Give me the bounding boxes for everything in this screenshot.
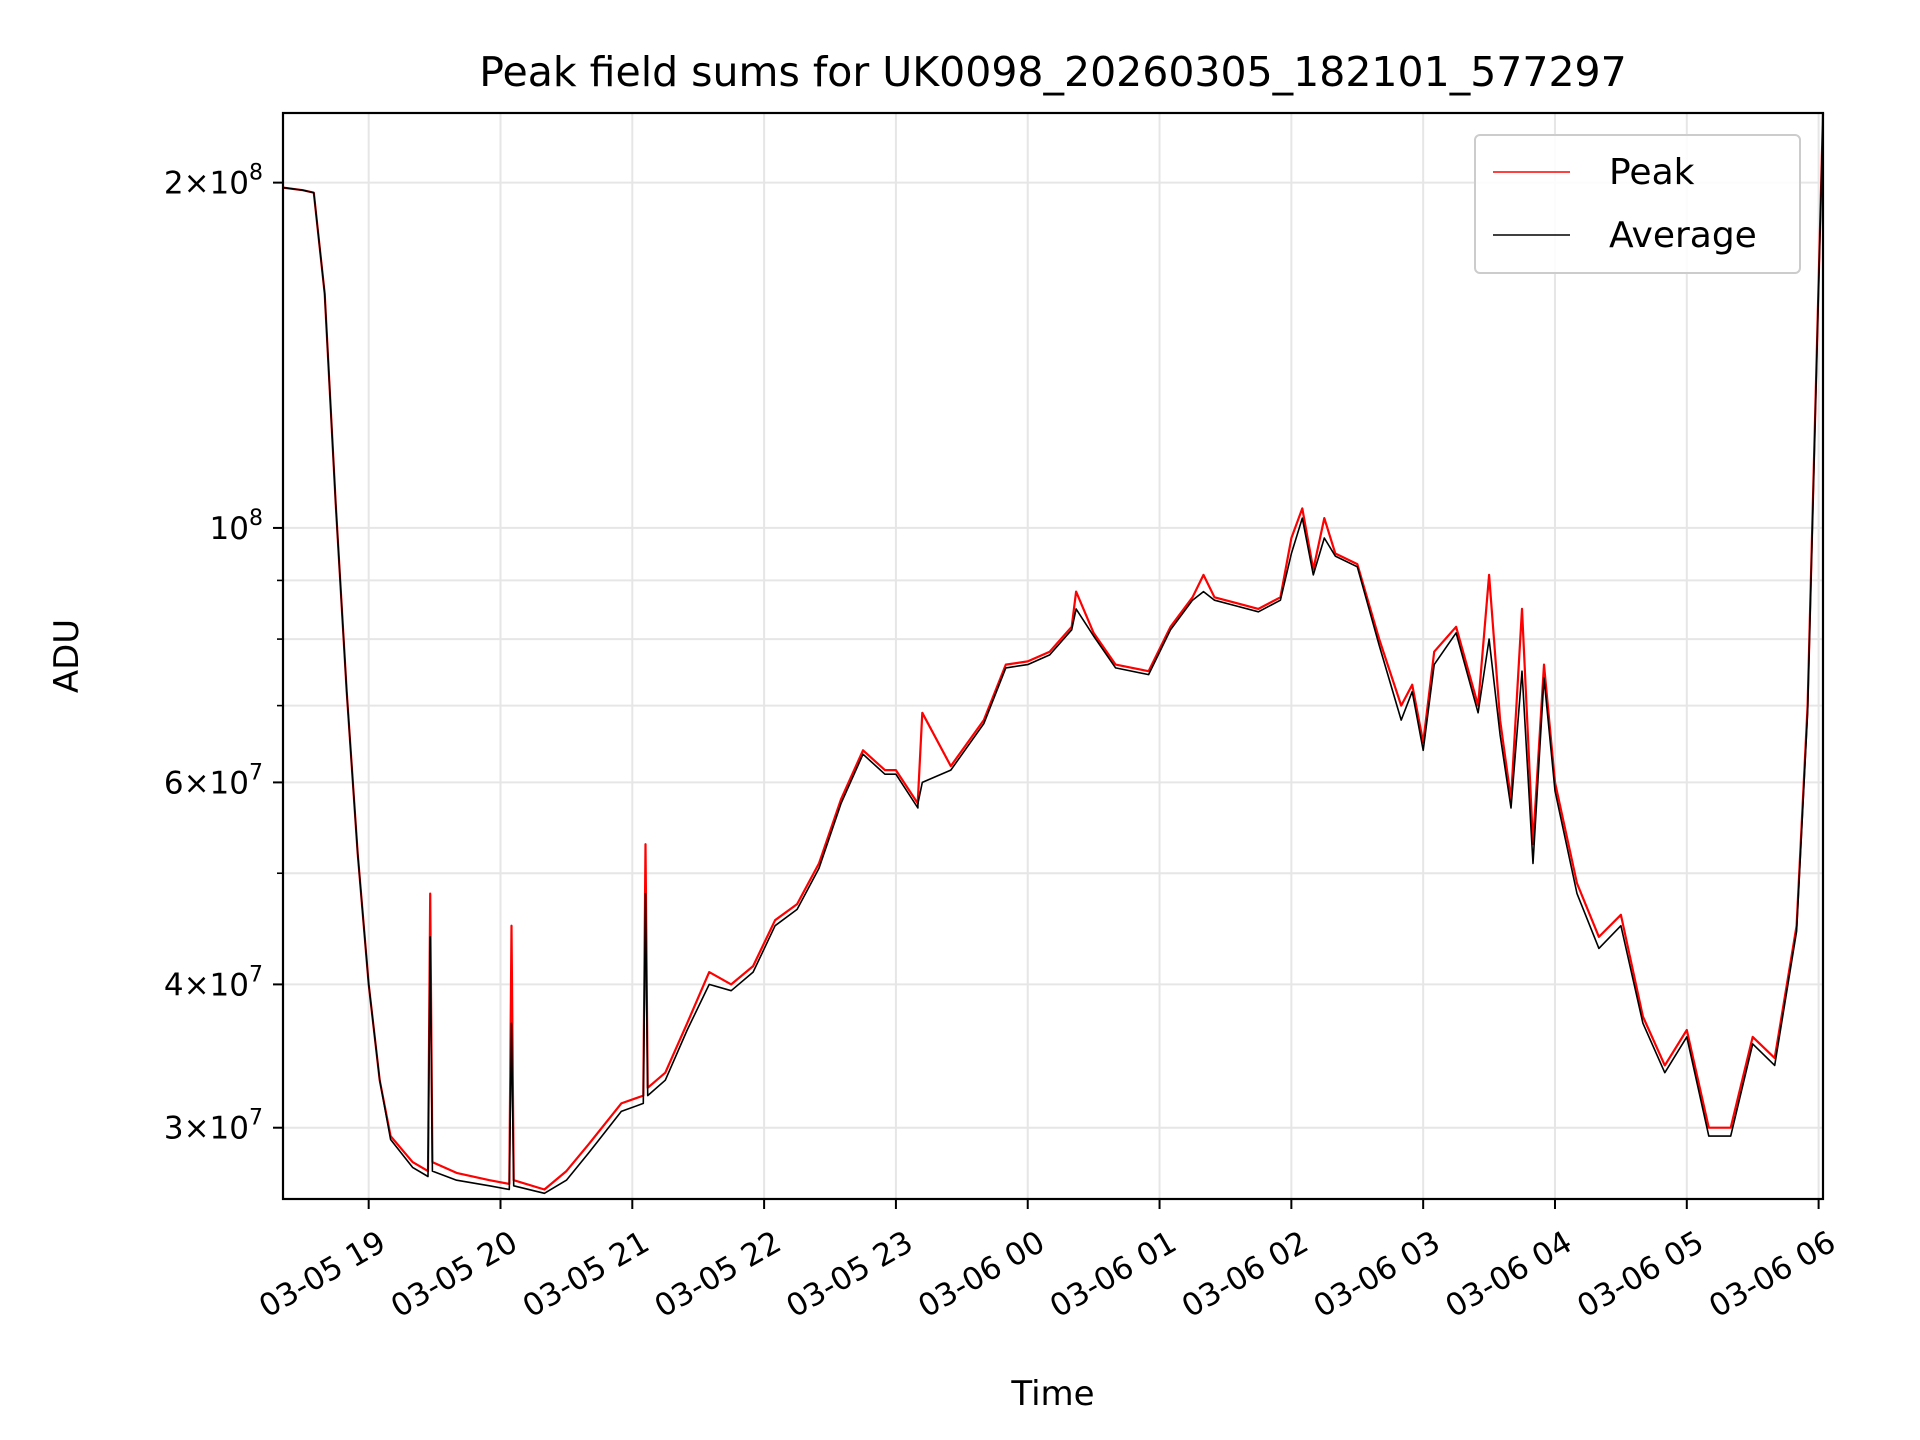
y-tick-label-exponent: 8 [249, 161, 263, 186]
legend: Peak Average [1474, 134, 1801, 274]
y-tick-label: 108 [210, 506, 263, 547]
y-tick-label-base: 4×10 [164, 967, 249, 1003]
legend-label-average: Average [1609, 215, 1757, 256]
y-axis-title: ADU [47, 619, 87, 693]
plot-area [282, 112, 1825, 1195]
y-tick-label-base: 6×10 [164, 765, 249, 801]
legend-label-peak: Peak [1609, 152, 1695, 193]
plot-frame [281, 111, 1825, 1201]
y-tick-label: 6×107 [164, 760, 263, 801]
series-line-peak [282, 112, 1825, 1191]
y-tick-label: 2×108 [164, 161, 263, 202]
y-tick-label-base: 2×10 [164, 166, 249, 202]
series-line-average [282, 117, 1824, 1195]
grid [283, 113, 1823, 1199]
y-tick-label-exponent: 7 [249, 760, 263, 785]
y-tick-label-base: 10 [210, 511, 249, 547]
y-tick-label: 4×107 [164, 962, 263, 1003]
y-tick-label-exponent: 7 [249, 962, 263, 987]
y-tick-label-base: 3×10 [164, 1111, 249, 1147]
y-tick-label: 3×107 [164, 1106, 263, 1147]
chart-title: Peak field sums for UK0098_20260305_1821… [479, 48, 1626, 96]
y-tick-label-exponent: 7 [249, 1106, 263, 1131]
x-axis-title: Time [1010, 1374, 1094, 1414]
legend-box [1474, 134, 1801, 274]
y-tick-label-exponent: 8 [249, 506, 263, 531]
